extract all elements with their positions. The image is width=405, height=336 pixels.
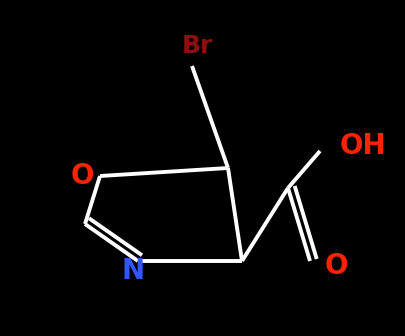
Text: O: O [70, 162, 94, 190]
Text: OH: OH [340, 132, 387, 160]
Text: Br: Br [181, 34, 213, 58]
Text: O: O [325, 252, 348, 280]
Text: N: N [122, 257, 145, 285]
